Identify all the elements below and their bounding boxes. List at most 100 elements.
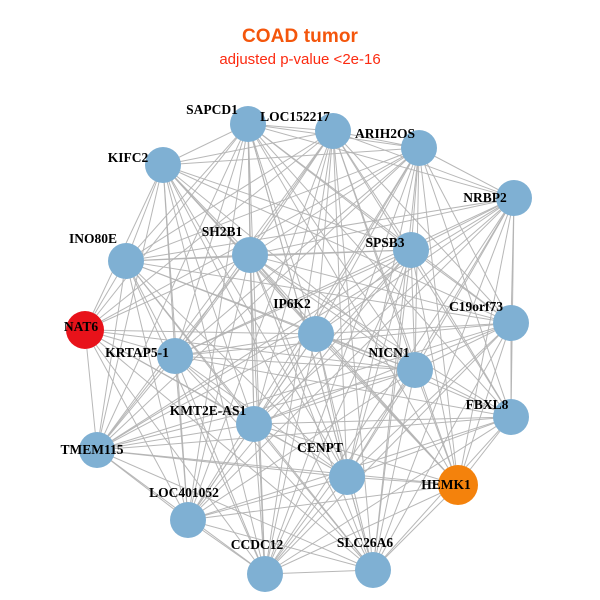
graph-node-arih2os[interactable] — [401, 130, 437, 166]
graph-edge — [253, 423, 266, 575]
graph-node-sapcd1[interactable] — [230, 106, 266, 142]
graph-node-fbxl8[interactable] — [493, 399, 529, 435]
graph-edge — [253, 423, 374, 571]
graph-node-spsb3[interactable] — [393, 232, 429, 268]
graph-edge — [315, 130, 334, 335]
graph-edge — [187, 423, 255, 521]
graph-edge — [315, 333, 374, 571]
graph-edge — [410, 249, 512, 418]
graph-edge — [249, 254, 459, 486]
graph-edge — [372, 484, 459, 571]
graph-edge — [96, 123, 249, 451]
graph-edge — [162, 164, 412, 251]
graph-edge — [346, 197, 515, 478]
graph-node-ip6k2[interactable] — [298, 316, 334, 352]
graph-edge — [264, 333, 317, 575]
graph-edge — [249, 197, 515, 256]
graph-edge — [125, 249, 412, 262]
graph-edge — [125, 260, 416, 371]
title-block: COAD tumor adjusted p-value <2e-16 — [0, 26, 600, 68]
graph-edge — [84, 329, 98, 451]
graph-edge — [346, 416, 512, 478]
graph-edge — [96, 322, 512, 451]
edge-layer — [84, 123, 515, 575]
graph-edge — [253, 147, 420, 425]
graph-edge — [174, 254, 251, 357]
graph-edge — [162, 164, 512, 324]
graph-edge — [125, 130, 334, 262]
graph-edge — [253, 322, 512, 425]
graph-edge — [332, 130, 348, 478]
graph-node-kmt2e-as1[interactable] — [236, 406, 272, 442]
graph-edge — [96, 416, 512, 451]
graph-edge — [187, 519, 374, 571]
graph-edge — [264, 569, 374, 575]
graph-edge — [410, 197, 515, 251]
graph-node-krtap5-1[interactable] — [157, 338, 193, 374]
graph-edge — [414, 197, 515, 371]
graph-node-hemk1[interactable] — [438, 465, 478, 505]
graph-edge — [249, 254, 512, 324]
graph-edge — [457, 197, 515, 486]
graph-edge — [174, 197, 515, 357]
graph-edge — [84, 254, 251, 331]
graph-node-ino80e[interactable] — [108, 243, 144, 279]
graph-node-nrbp2[interactable] — [496, 180, 532, 216]
graph-edge — [162, 164, 255, 425]
graph-edge — [187, 197, 515, 521]
graph-edge — [174, 355, 189, 521]
graph-edge — [96, 449, 374, 571]
graph-edge — [84, 329, 416, 371]
graph-node-kifc2[interactable] — [145, 147, 181, 183]
graph-edge — [96, 147, 420, 451]
graph-edge — [410, 249, 416, 371]
graph-edge — [162, 130, 334, 166]
graph-edge — [84, 130, 334, 331]
graph-edge — [174, 355, 416, 371]
graph-edge — [332, 130, 512, 324]
graph-edge — [125, 197, 515, 262]
graph-edge — [84, 329, 317, 335]
page-title: COAD tumor — [241, 26, 359, 47]
graph-edge — [247, 123, 459, 486]
graph-edge — [174, 355, 266, 575]
graph-node-slc26a6[interactable] — [355, 552, 391, 588]
graph-edge — [264, 484, 459, 575]
graph-node-nicn1[interactable] — [397, 352, 433, 388]
graph-node-tmem115[interactable] — [79, 432, 115, 468]
graph-node-loc401052[interactable] — [170, 502, 206, 538]
graph-edge — [249, 254, 416, 371]
graph-edge — [346, 322, 512, 478]
graph-edge — [174, 333, 317, 357]
graph-node-sh2b1[interactable] — [232, 237, 268, 273]
graph-edge — [187, 369, 416, 521]
graph-edge — [264, 322, 512, 575]
graph-node-c19orf73[interactable] — [493, 305, 529, 341]
graph-edge — [84, 329, 266, 575]
graph-edge — [187, 476, 348, 521]
graph-edge — [96, 355, 176, 451]
graph-edge — [162, 164, 266, 575]
graph-edge — [84, 329, 189, 521]
graph-edge — [96, 260, 127, 451]
graph-edge — [249, 254, 374, 571]
graph-edge — [315, 249, 412, 335]
graph-edge — [332, 130, 459, 486]
graph-edge — [96, 164, 164, 451]
graph-edge — [247, 123, 416, 371]
graph-edge — [187, 484, 459, 521]
graph-node-loc152217[interactable] — [315, 113, 351, 149]
graph-node-nat6[interactable] — [66, 311, 104, 349]
graph-node-cenpt[interactable] — [329, 459, 365, 495]
graph-edge — [372, 369, 416, 571]
graph-edge — [264, 249, 412, 575]
graph-edge — [96, 130, 334, 451]
graph-edge — [84, 329, 374, 571]
graph-edge — [174, 355, 512, 418]
graph-edge — [96, 449, 459, 486]
graph-edge — [315, 333, 348, 478]
graph-edge — [162, 164, 374, 571]
graph-node-ccdc12[interactable] — [247, 556, 283, 592]
